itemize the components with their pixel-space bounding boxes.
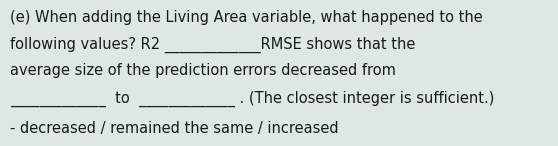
Text: - decreased / remained the same / increased: - decreased / remained the same / increa…	[10, 121, 339, 136]
Text: following values? R2 _____________RMSE shows that the: following values? R2 _____________RMSE s…	[10, 36, 415, 53]
Text: (e) When adding the Living Area variable, what happened to the: (e) When adding the Living Area variable…	[10, 10, 483, 25]
Text: average size of the prediction errors decreased from: average size of the prediction errors de…	[10, 63, 396, 78]
Text: _____________  to  _____________ . (The closest integer is sufficient.): _____________ to _____________ . (The cl…	[10, 91, 494, 107]
